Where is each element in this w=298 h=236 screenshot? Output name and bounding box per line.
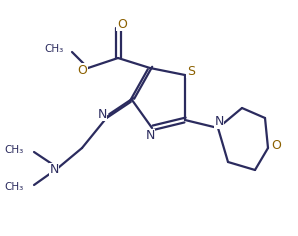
Text: N: N xyxy=(97,108,107,121)
Text: N: N xyxy=(145,130,155,143)
Text: N: N xyxy=(49,164,59,177)
Text: O: O xyxy=(117,17,127,30)
Text: S: S xyxy=(187,64,195,77)
Text: CH₃: CH₃ xyxy=(5,145,24,155)
Text: O: O xyxy=(77,63,87,76)
Text: CH₃: CH₃ xyxy=(45,44,64,54)
Text: N: N xyxy=(214,115,224,128)
Text: CH₃: CH₃ xyxy=(5,182,24,192)
Text: O: O xyxy=(271,139,281,152)
